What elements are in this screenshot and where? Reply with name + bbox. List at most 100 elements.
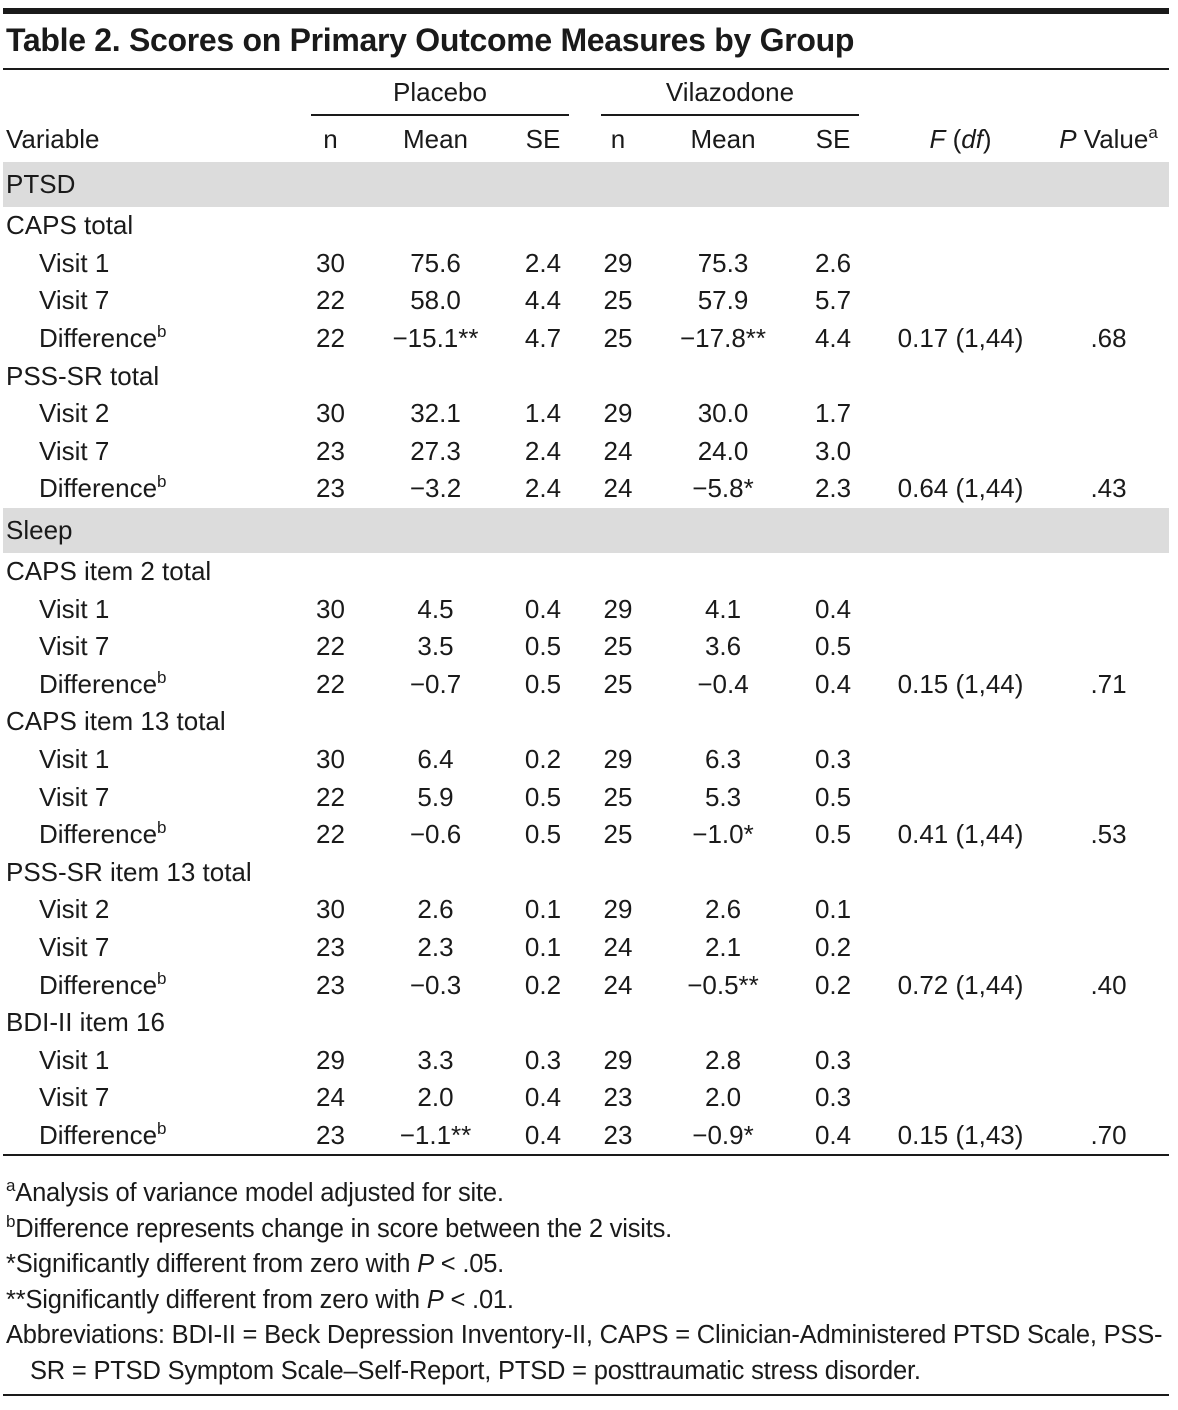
cell: 0.2 [814,931,852,962]
footnote-marker: ** [6,1285,26,1314]
cell: 2.6 [704,894,742,925]
data-row: Differenceb 23 −0.3 0.2 24 −0.5** 0.2 0.72 (1,4… [3,966,1169,1004]
header-part: ( [945,123,962,154]
cell: 4.5 [417,593,454,624]
cell: 6.3 [704,744,742,775]
footnote-marker: b [6,1211,16,1231]
empty-cell [873,282,1048,320]
group-cell: Vilazodone [583,69,873,116]
row-label: Visit 7 [3,433,293,471]
row-label-text: Visit 1 [39,1044,110,1075]
cell: 58.0 [410,285,461,316]
item-row: PSS-SR total [3,357,1169,395]
cell: 0.5 [524,781,562,812]
row-label-text: Difference [39,473,158,504]
cell: 0.41 (1,44) [897,819,1024,850]
item-row: CAPS item 2 total [3,553,1169,591]
data-row: Visit 1 29 3.3 0.3 29 2.8 0.3 [3,1041,1169,1079]
cell: 22 [316,285,345,316]
cell: 0.1 [814,894,852,925]
cell: 2.4 [524,435,562,466]
cell: 29 [603,894,633,925]
cell: 2.3 [814,473,852,504]
cell: −0.9* [692,1119,754,1150]
cell: 0.1 [524,931,562,962]
group-cell: Placebo [293,69,583,116]
item-row: BDI-II item 16 [3,1004,1169,1042]
row-label: Differenceb [3,470,293,508]
row-label: Visit 7 [3,778,293,816]
cell: 32.1 [410,398,461,429]
cell: 29 [603,744,633,775]
row-label: Differenceb [3,320,293,358]
cell: 29 [603,398,633,429]
cell: 22 [316,668,345,699]
cell: 23 [316,969,345,1000]
cell: 0.5 [814,781,852,812]
footnotes: aAnalysis of variance model adjusted for… [6,1176,1166,1389]
cell: .43 [1090,473,1127,504]
cell: 23 [316,931,345,962]
item-label: PSS-SR total [6,360,160,391]
column-header: SE [815,123,851,154]
section-row: PTSD [3,162,1170,207]
row-label-text: Visit 7 [39,435,110,466]
cell: 0.3 [814,1044,852,1075]
data-row: Visit 7 22 5.9 0.5 25 5.3 0.5 [3,778,1169,816]
row-label: Differenceb [3,1117,293,1156]
cell: 30 [316,744,345,775]
row-label-text: Difference [39,1119,158,1150]
cell: 0.3 [814,1082,852,1113]
empty-cell [1048,891,1169,929]
footnote: aAnalysis of variance model adjusted for… [6,1176,1166,1212]
row-label: Visit 7 [3,1079,293,1117]
item-label: CAPS item 13 total [6,706,226,737]
row-label-text: Visit 1 [39,247,110,278]
cell: −0.3 [409,969,462,1000]
row-label: Differenceb [3,666,293,704]
row-label: Visit 1 [3,590,293,628]
cell: 1.4 [524,398,562,429]
data-row: Differenceb 22 −0.7 0.5 25 −0.4 0.4 0.15 (1,44)… [3,666,1169,704]
column-header-row: Variable n Mean SE n Mean SE F (df) P Valuea [3,116,1169,162]
spacer [3,69,293,116]
cell: 0.17 (1,44) [897,323,1024,354]
cell: 30 [316,398,345,429]
cell: −0.7 [409,668,462,699]
cell: 3.6 [704,631,742,662]
cell: 0.4 [814,1119,852,1150]
data-row: Visit 7 23 2.3 0.1 24 2.1 0.2 [3,929,1169,967]
data-row: Differenceb 23 −3.2 2.4 24 −5.8* 2.3 0.64 (1,44… [3,470,1169,508]
row-label-text: Difference [39,969,158,1000]
cell: 2.6 [814,247,852,278]
row-label: Visit 1 [3,741,293,779]
data-row: Differenceb 22 −15.1** 4.7 25 −17.8** 4.4 0.17 … [3,320,1169,358]
cell: 4.7 [524,323,562,354]
cell: 0.4 [814,668,852,699]
cell: 57.9 [697,285,749,316]
row-label-text: Visit 7 [39,631,110,662]
empty-cell [873,433,1048,471]
abbreviations: Abbreviations: BDI-II = Beck Depression … [6,1321,1163,1385]
column-header: n [323,123,338,154]
header-part: P [1059,123,1077,154]
cell: 22 [316,819,345,850]
cell: 29 [603,593,633,624]
header-part: Value [1076,123,1149,154]
cell: 4.4 [524,285,562,316]
footnote-marker: b [157,472,167,492]
cell: 6.4 [417,744,454,775]
row-label-text: Visit 7 [39,781,110,812]
cell: 3.5 [417,631,454,662]
row-label: Differenceb [3,966,293,1004]
column-header: Mean [402,123,469,154]
cell: 24.0 [697,435,749,466]
empty-cell [873,741,1048,779]
cell: 30 [316,247,345,278]
cell: 22 [316,323,345,354]
cell: 3.0 [814,435,852,466]
cell: 25 [603,285,633,316]
cell: 4.4 [814,323,852,354]
footnote-marker: a [6,1176,16,1195]
